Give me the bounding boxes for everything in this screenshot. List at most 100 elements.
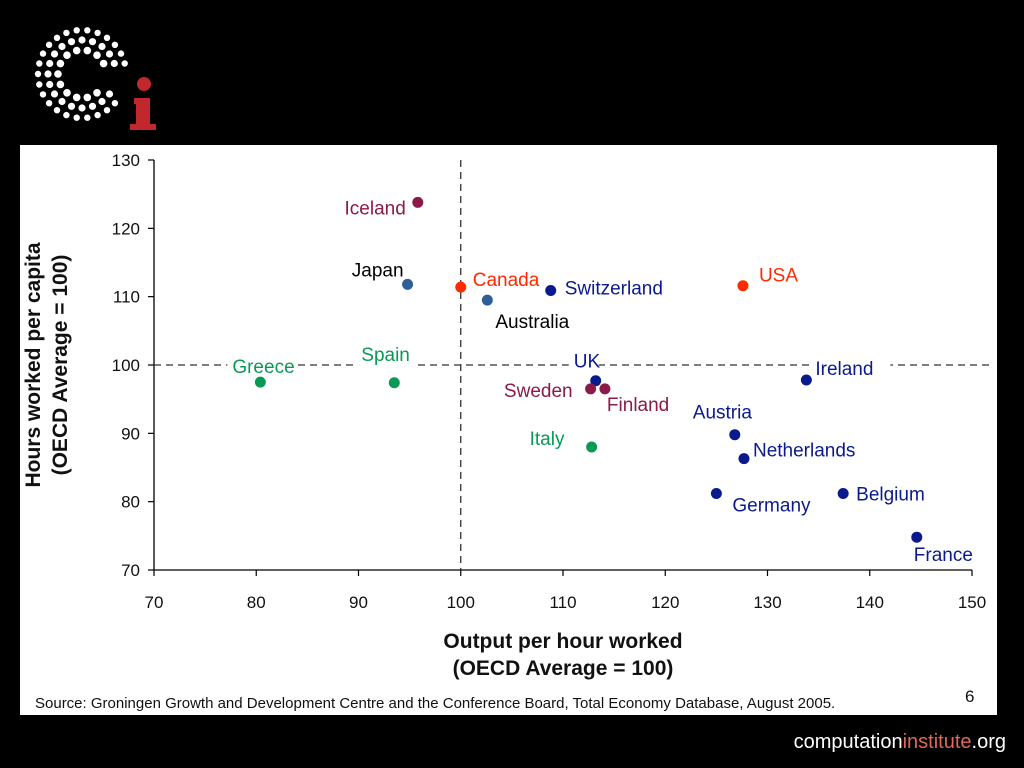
logo-dot (111, 100, 119, 107)
computation-institute-logo (34, 27, 156, 130)
data-point-uk (590, 375, 602, 387)
logo-dot (93, 89, 101, 97)
logo-dot (36, 60, 43, 67)
data-label-netherlands: Netherlands (753, 441, 855, 462)
logo-dot (36, 81, 43, 88)
logo-dot (105, 50, 114, 58)
logo-dot (78, 36, 86, 44)
x-tick-label: 120 (651, 593, 679, 612)
x-tick-label: 80 (247, 593, 266, 612)
logo-dot (58, 97, 66, 106)
logo-dot (58, 42, 66, 51)
y-tick-label: 80 (121, 493, 140, 512)
data-point-ireland (800, 374, 812, 386)
data-label-japan: Japan (352, 260, 404, 281)
logo-dot (84, 27, 91, 34)
data-label-usa: USA (759, 266, 798, 287)
y-tick-label: 100 (112, 356, 140, 375)
footer-url[interactable]: computationinstitute.org (794, 731, 1006, 754)
logo-dot (103, 34, 111, 41)
logo-dot (46, 59, 54, 68)
logo-dot (63, 29, 70, 37)
logo-dot (103, 107, 111, 114)
logo-dot (117, 50, 125, 57)
footer-url-accent: institute (902, 731, 972, 753)
y-tick-label: 110 (113, 288, 140, 307)
logo-ring-dots (34, 27, 128, 121)
logo-dot (93, 51, 101, 59)
x-axis-title-line: Output per hour worked (443, 630, 682, 653)
logo-dot (50, 50, 59, 58)
x-tick-label: 70 (145, 593, 164, 612)
logo-dot (54, 70, 62, 78)
data-point-netherlands (738, 453, 750, 465)
y-tick-label: 130 (112, 151, 140, 170)
data-point-sweden (585, 383, 597, 395)
data-point-germany (710, 487, 722, 499)
data-label-switzerland: Switzerland (565, 279, 663, 300)
logo-dot (63, 89, 71, 97)
logo-dot (63, 51, 71, 59)
data-point-austria (729, 429, 741, 441)
data-point-australia (481, 294, 493, 306)
logo-dot (83, 46, 92, 55)
data-label-spain: Spain (361, 345, 410, 366)
data-point-usa (737, 280, 749, 292)
logo-dot (121, 60, 128, 67)
x-tick-label: 140 (856, 593, 884, 612)
logo-dot (98, 97, 106, 106)
data-label-finland: Finland (607, 395, 669, 416)
logo-dot (73, 27, 80, 34)
data-point-canada (455, 281, 467, 293)
data-label-belgium: Belgium (856, 484, 925, 505)
logo-dot (94, 29, 101, 37)
label-background (810, 359, 891, 382)
data-label-ireland: Ireland (815, 359, 873, 380)
data-label-france: France (914, 545, 973, 566)
logo-dot (56, 80, 65, 89)
y-axis-title: Hours worked per capita (OECD Average = 1… (22, 242, 72, 487)
logo-dot (67, 38, 76, 46)
data-label-australia: Australia (495, 312, 569, 333)
logo-dot (88, 102, 97, 110)
data-label-germany: Germany (732, 495, 811, 516)
x-axis-title-line: (OECD Average = 100) (453, 657, 674, 680)
data-label-italy: Italy (530, 429, 565, 450)
logo-dot (44, 70, 52, 78)
label-background (568, 351, 599, 374)
data-label-greece: Greece (232, 357, 294, 378)
data-label-canada: Canada (473, 270, 540, 291)
y-axis-title-line: (OECD Average = 100) (49, 255, 72, 476)
logo-dot (72, 93, 81, 102)
logo-dot (39, 91, 47, 98)
y-tick-label: 120 (112, 219, 140, 238)
logo-dot (72, 46, 81, 55)
page-number: 6 (965, 687, 975, 706)
logo-dot (98, 42, 106, 51)
data-point-spain (388, 377, 400, 389)
logo-dot (46, 80, 54, 89)
logo-dot (56, 59, 65, 68)
data-point-france (911, 531, 923, 543)
data-label-uk: UK (574, 352, 601, 373)
logo-dot (105, 90, 114, 98)
logo-i-dot (137, 77, 151, 91)
y-tick-label: 70 (121, 561, 140, 580)
logo-dot (78, 104, 86, 112)
logo-dot (73, 114, 80, 121)
logo-dot (50, 90, 59, 98)
logo-dot (83, 93, 92, 102)
logo-dot (110, 59, 118, 68)
logo-dot (53, 107, 61, 114)
data-point-belgium (837, 487, 849, 499)
data-label-austria: Austria (693, 403, 753, 424)
x-tick-label: 130 (753, 593, 781, 612)
data-label-iceland: Iceland (345, 198, 406, 219)
logo-dot (45, 41, 53, 48)
data-point-italy (586, 441, 598, 453)
x-tick-label: 100 (447, 593, 475, 612)
data-label-sweden: Sweden (504, 381, 573, 402)
data-point-finland (599, 383, 611, 395)
label-background (227, 357, 298, 380)
data-point-switzerland (545, 285, 557, 297)
